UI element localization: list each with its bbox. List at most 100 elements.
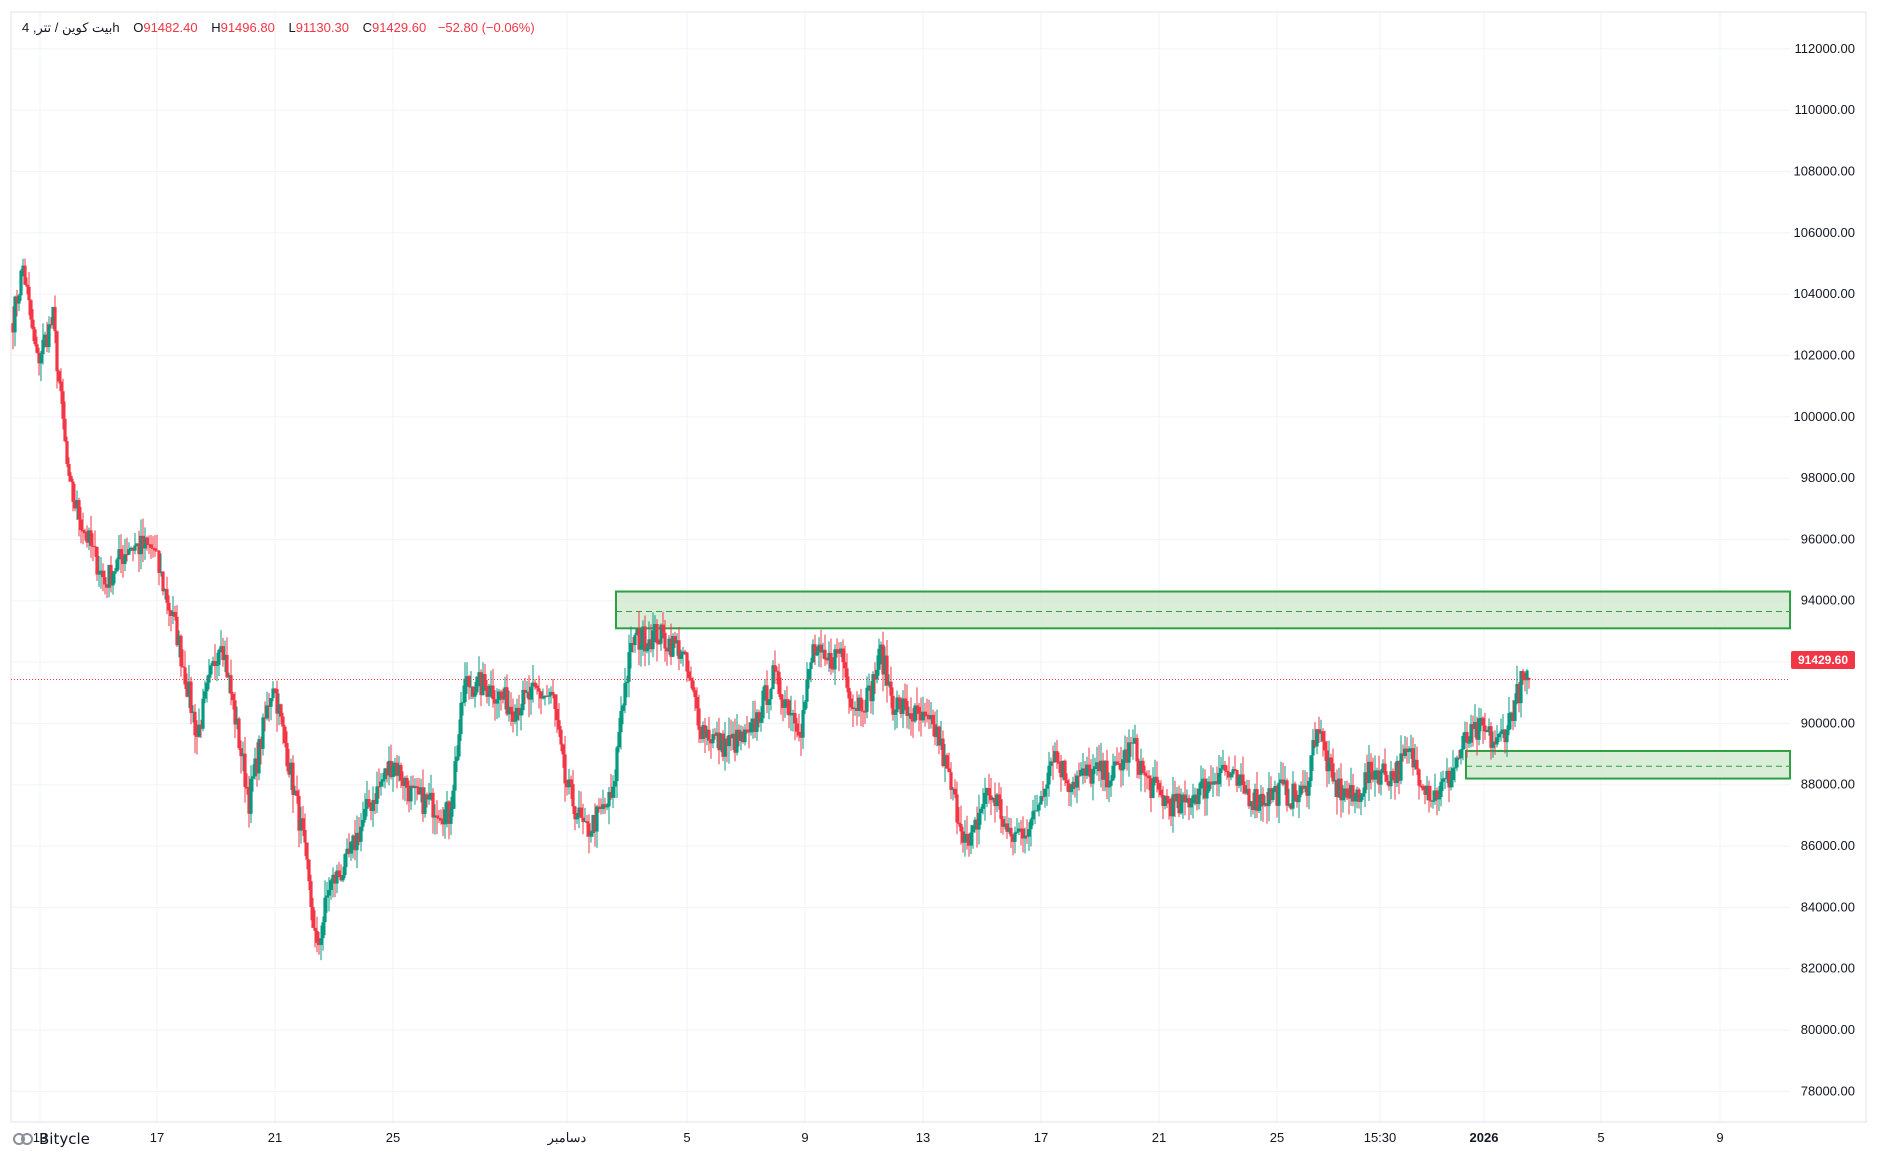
candle[interactable] — [1311, 729, 1315, 771]
candle[interactable] — [673, 631, 677, 648]
candle[interactable] — [1419, 780, 1423, 788]
candle[interactable] — [547, 688, 551, 705]
candle[interactable] — [117, 534, 121, 570]
candle[interactable] — [1361, 787, 1365, 801]
candle[interactable] — [1279, 761, 1283, 784]
candle[interactable] — [1323, 730, 1327, 761]
candle[interactable] — [845, 653, 849, 693]
candle[interactable] — [657, 639, 661, 645]
candle[interactable] — [643, 615, 647, 667]
candle[interactable] — [1229, 772, 1233, 781]
candle[interactable] — [1389, 760, 1393, 800]
candle[interactable] — [419, 778, 423, 803]
candle[interactable] — [471, 686, 475, 700]
candle[interactable] — [821, 642, 825, 659]
candle[interactable] — [1465, 722, 1469, 758]
candle[interactable] — [953, 779, 957, 799]
candle[interactable] — [185, 673, 189, 698]
candle[interactable] — [1363, 763, 1367, 808]
candle[interactable] — [273, 688, 277, 694]
candle[interactable] — [1315, 728, 1319, 755]
candle[interactable] — [1479, 708, 1483, 732]
candle[interactable] — [1405, 737, 1409, 764]
candle[interactable] — [1513, 693, 1517, 728]
candle[interactable] — [807, 669, 811, 689]
candle[interactable] — [867, 673, 871, 691]
candle[interactable] — [605, 803, 609, 811]
candle[interactable] — [975, 806, 979, 848]
candle[interactable] — [1339, 763, 1343, 818]
candle[interactable] — [755, 709, 759, 741]
candle[interactable] — [779, 677, 783, 715]
candle[interactable] — [1455, 755, 1459, 772]
candle[interactable] — [135, 543, 139, 547]
candle[interactable] — [1203, 769, 1207, 816]
candle[interactable] — [757, 709, 761, 728]
candle[interactable] — [297, 789, 301, 848]
candle[interactable] — [123, 538, 127, 572]
candle[interactable] — [69, 472, 73, 483]
candle[interactable] — [1087, 747, 1091, 778]
candle[interactable] — [569, 775, 573, 799]
candle[interactable] — [921, 696, 925, 723]
candle[interactable] — [1019, 819, 1023, 846]
candle[interactable] — [451, 784, 455, 817]
candle[interactable] — [765, 670, 769, 714]
candle[interactable] — [27, 271, 31, 316]
candle[interactable] — [399, 762, 403, 789]
candle[interactable] — [295, 775, 299, 804]
candle[interactable] — [957, 806, 961, 827]
candle[interactable] — [1093, 757, 1097, 774]
candle[interactable] — [715, 721, 719, 748]
candle[interactable] — [1061, 760, 1065, 781]
candle[interactable] — [61, 378, 65, 430]
candle[interactable] — [871, 671, 875, 715]
candle[interactable] — [669, 623, 673, 665]
candle[interactable] — [985, 787, 989, 808]
candle[interactable] — [1041, 781, 1045, 802]
candle[interactable] — [1411, 737, 1415, 776]
candle[interactable] — [65, 436, 69, 468]
candle[interactable] — [115, 557, 119, 572]
candle[interactable] — [287, 748, 291, 778]
candle[interactable] — [1191, 783, 1195, 819]
candle[interactable] — [1213, 772, 1217, 786]
candle[interactable] — [109, 555, 113, 593]
candle[interactable] — [773, 650, 777, 684]
candle[interactable] — [71, 478, 75, 512]
candle[interactable] — [759, 706, 763, 732]
candle[interactable] — [285, 731, 289, 772]
candle[interactable] — [927, 699, 931, 730]
candle[interactable] — [923, 702, 927, 727]
candle[interactable] — [281, 712, 285, 745]
candle[interactable] — [1079, 762, 1083, 777]
candle[interactable] — [899, 697, 903, 718]
candle[interactable] — [387, 746, 391, 786]
candle[interactable] — [587, 814, 591, 854]
candle[interactable] — [103, 570, 107, 595]
candle[interactable] — [169, 609, 173, 632]
candle[interactable] — [745, 716, 749, 734]
candle[interactable] — [701, 721, 705, 743]
candle[interactable] — [1327, 740, 1331, 784]
candle[interactable] — [865, 676, 869, 719]
candle[interactable] — [1113, 755, 1117, 779]
candle[interactable] — [321, 916, 325, 951]
candle[interactable] — [53, 295, 57, 344]
candle[interactable] — [307, 858, 311, 890]
candle[interactable] — [63, 401, 67, 443]
candle[interactable] — [157, 550, 161, 586]
candle[interactable] — [467, 674, 471, 700]
candle[interactable] — [633, 632, 637, 653]
candle[interactable] — [481, 662, 485, 696]
candle[interactable] — [101, 563, 105, 592]
candle[interactable] — [1485, 729, 1489, 733]
candle[interactable] — [1255, 772, 1259, 819]
candle[interactable] — [597, 798, 601, 813]
candle[interactable] — [1373, 755, 1377, 797]
candle[interactable] — [563, 735, 567, 802]
candle[interactable] — [937, 725, 941, 755]
candle[interactable] — [843, 645, 847, 678]
candle[interactable] — [1431, 790, 1435, 809]
candle[interactable] — [1015, 818, 1019, 834]
